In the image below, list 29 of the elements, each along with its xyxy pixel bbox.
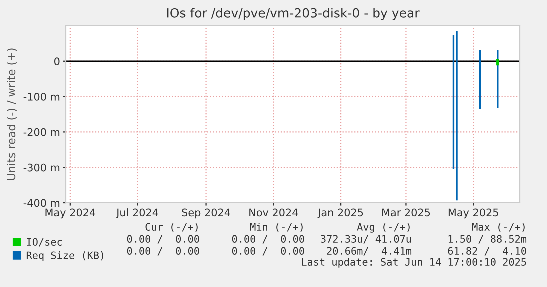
y-tick-label: 0 [54, 58, 60, 66]
text: Avg (-/+) [357, 223, 410, 233]
x-tick-label: Nov 2024 [250, 208, 298, 217]
text: 0.00 / 0.00 [127, 235, 200, 244]
x-tick-label: Sep 2024 [182, 208, 230, 219]
legend-label: IO/sec [27, 238, 62, 247]
y-tick-label: -300 m [24, 164, 60, 172]
x-tick-label: Jul 2024 [116, 208, 158, 219]
text: Last update: Sat Jun 14 17:00:10 2025 [302, 258, 526, 268]
x-tick-label: May 2024 [46, 208, 96, 219]
y-tick-label: -200 m [24, 128, 60, 136]
y-axis-title: Units read (-) / write (+) [7, 48, 17, 180]
text: 372.33u/ 41.07u [321, 235, 412, 244]
text: Min (-/+) [250, 223, 303, 232]
text: 61.82 / 4.10 [448, 247, 526, 256]
y-tick-label: -400 m [24, 199, 60, 208]
x-tick-label: Jan 2025 [318, 208, 364, 219]
text: 1.50 / 88.52m [448, 235, 527, 244]
x-tick-label: Mar 2025 [382, 208, 430, 217]
chart-title: IOs for /dev/pve/vm-203-disk-0 - by year [167, 8, 420, 20]
text: Cur (-/+) [146, 223, 198, 232]
legend-label: Req Size (KB) [26, 252, 104, 262]
y-tick-label: -100 m [24, 93, 60, 101]
text: 0.00 / 0.00 [127, 247, 200, 256]
text: 0.00 / 0.00 [232, 235, 304, 244]
x-tick-label: May 2025 [448, 208, 498, 219]
text: 0.00 / 0.00 [232, 247, 304, 256]
text: Max (-/+) [472, 223, 525, 232]
text: 20.66m/ 4.41m [327, 247, 412, 256]
